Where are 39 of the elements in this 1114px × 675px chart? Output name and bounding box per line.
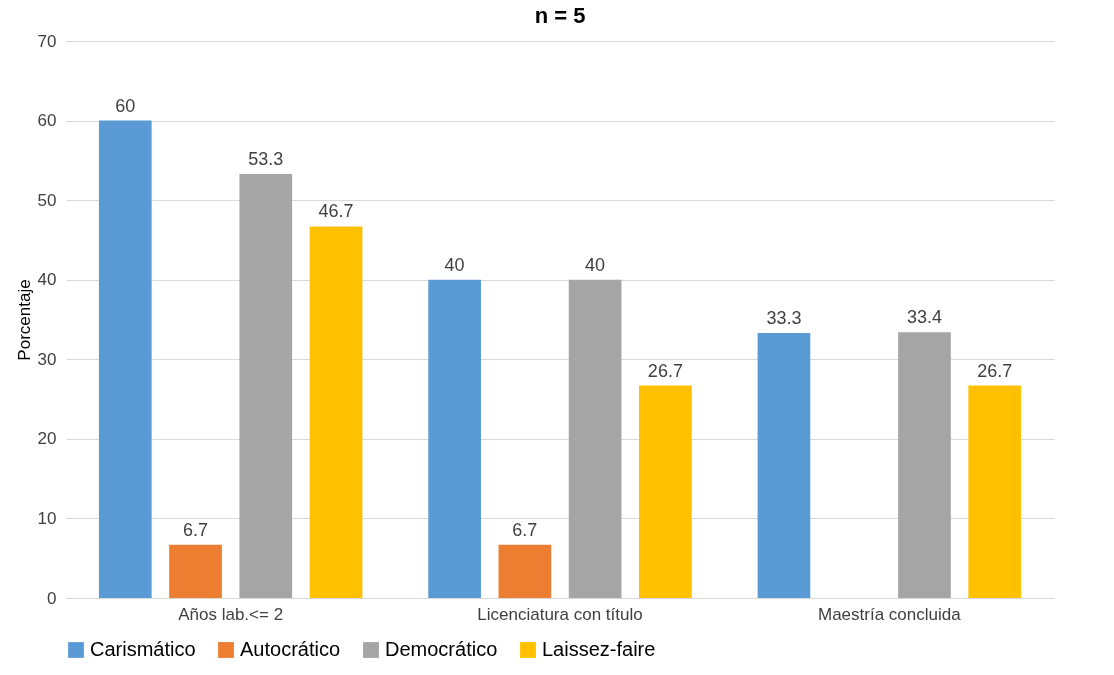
data-label: 33.3	[766, 308, 802, 329]
data-label: 33.4	[906, 307, 942, 328]
legend-label: Laissez-faire	[542, 638, 656, 660]
data-label: 46.7	[318, 201, 354, 222]
bar	[428, 279, 481, 598]
y-tick-label: 40	[37, 270, 57, 290]
y-tick-label: 60	[37, 111, 57, 131]
data-label: 60	[115, 95, 136, 116]
y-axis-title: Porcentaje	[14, 279, 34, 361]
y-tick-label: 10	[37, 508, 57, 528]
data-label: 6.7	[512, 519, 538, 540]
y-tick-label: 20	[37, 429, 57, 449]
bar	[639, 385, 692, 598]
x-tick-label: Años lab.<= 2	[178, 604, 284, 624]
data-label: 53.3	[248, 148, 284, 169]
data-label: 40	[444, 254, 465, 275]
x-tick-label: Maestría concluida	[817, 604, 962, 624]
bar	[898, 332, 951, 598]
y-tick-label: 30	[37, 349, 57, 369]
y-tick-label: 50	[37, 190, 57, 210]
bar	[968, 385, 1022, 598]
y-tick-label: 0	[47, 588, 57, 608]
bar	[757, 333, 811, 598]
bar	[98, 120, 152, 598]
legend-label: Carismático	[90, 638, 196, 660]
data-label: 26.7	[647, 360, 683, 381]
legend-label: Democrático	[385, 638, 498, 660]
legend-label: Autocrático	[240, 638, 341, 660]
y-tick-label: 70	[37, 31, 57, 51]
data-label: 6.7	[183, 519, 209, 540]
bar	[498, 544, 552, 598]
data-label: 26.7	[977, 360, 1013, 381]
bar	[309, 226, 363, 598]
bar	[239, 173, 293, 598]
data-label: 40	[585, 254, 606, 275]
bar	[169, 544, 222, 598]
bar	[568, 279, 622, 598]
chart-title: n = 5	[534, 3, 586, 28]
x-tick-label: Licenciatura con título	[477, 604, 643, 624]
